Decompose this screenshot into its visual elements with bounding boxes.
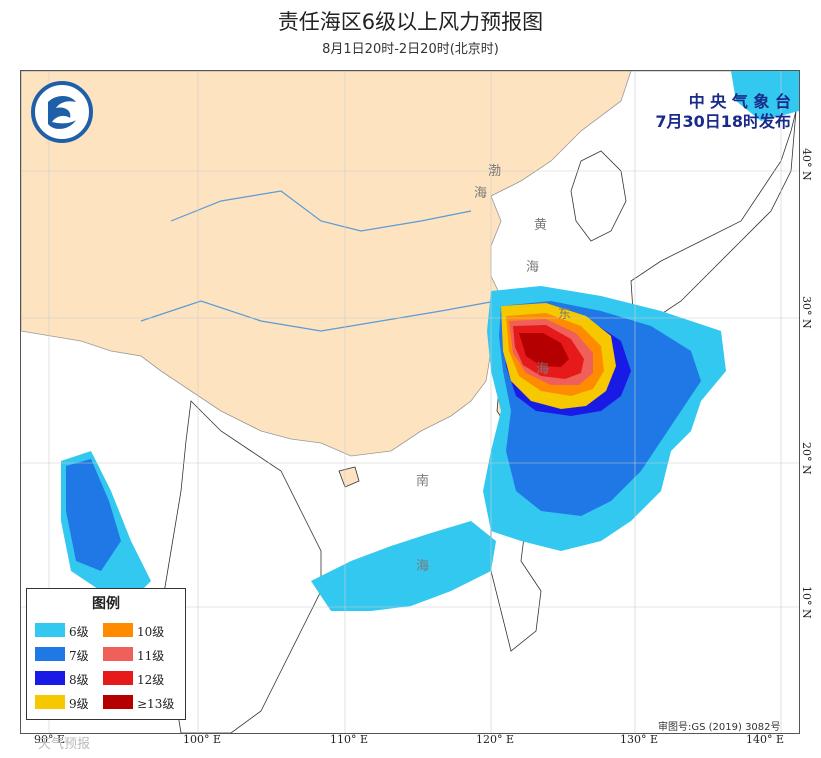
sea-label-bohai-2: 海 [474, 186, 488, 201]
approval-number: 审图号:GS (2019) 3082号 [658, 722, 781, 733]
sea-label-nan-2: 海 [416, 559, 430, 574]
wind-level-6-south [311, 521, 496, 611]
legend-swatch-10 [103, 623, 133, 637]
cma-logo-icon [31, 81, 93, 143]
hainan-outline [338, 466, 360, 488]
issuer-block: 中 央 气 象 台 7月30日18时发布 [655, 92, 791, 132]
sea-label-dong-1: 东 [558, 307, 572, 322]
legend-label-6: 6级 [69, 625, 89, 639]
river-yangtze [140, 300, 497, 332]
river-yellow [170, 190, 472, 232]
sea-label-huang-1: 黄 [534, 218, 548, 233]
map-title: 责任海区6级以上风力预报图 [277, 10, 544, 34]
legend-label-13: ≥13级 [137, 697, 175, 711]
wind-level-13 [519, 333, 569, 367]
indochina-outline [160, 400, 322, 733]
y-axis-label-30: 30° N [800, 296, 813, 329]
legend-swatch-7 [35, 647, 65, 661]
japan-outline [630, 110, 797, 322]
x-axis-label-130: 130° E [620, 733, 659, 746]
x-axis-label-120: 120° E [476, 733, 515, 746]
legend: 图例 6级 10级 7级 11级 8级 12级 9级 ≥13级 [26, 588, 186, 720]
legend-label-9: 9级 [69, 697, 89, 711]
legend-swatch-12 [103, 671, 133, 685]
sea-label-bohai-1: 渤 [488, 164, 502, 179]
wind-level-6-topright [731, 71, 799, 121]
x-axis-label-100: 100° E [183, 733, 222, 746]
issuer-name: 中 央 气 象 台 [688, 92, 791, 111]
legend-label-10: 10级 [137, 625, 165, 639]
korea-outline [570, 150, 627, 242]
legend-label-7: 7级 [69, 649, 89, 663]
sea-label-nan-1: 南 [416, 474, 430, 489]
legend-label-12: 12级 [137, 673, 165, 687]
y-axis-label-40: 40° N [800, 148, 813, 181]
wind-map [21, 71, 799, 733]
legend-label-11: 11级 [137, 649, 165, 663]
wind-level-7-bay [66, 459, 121, 571]
legend-title: 图例 [92, 596, 120, 612]
sea-label-huang-2: 海 [526, 260, 540, 275]
y-axis-label-10: 10° N [800, 586, 813, 619]
x-axis-label-110: 110° E [330, 733, 369, 746]
legend-swatch-11 [103, 647, 133, 661]
issue-time: 7月30日18时发布 [655, 112, 791, 131]
legend-swatch-13 [103, 695, 133, 709]
map-subtitle: 8月1日20时-2日20时(北京时) [322, 42, 499, 57]
legend-swatch-8 [35, 671, 65, 685]
legend-swatch-6 [35, 623, 65, 637]
legend-label-8: 8级 [69, 673, 89, 687]
sea-label-dong-2: 海 [536, 362, 550, 377]
watermark: 天气预报 [38, 737, 91, 752]
x-axis-label-90: 90° E [34, 733, 66, 746]
china-landmass [21, 71, 799, 457]
legend-swatch-9 [35, 695, 65, 709]
map-frame [20, 70, 800, 734]
y-axis-label-20: 20° N [800, 442, 813, 475]
x-axis-label-140: 140° E [746, 733, 785, 746]
